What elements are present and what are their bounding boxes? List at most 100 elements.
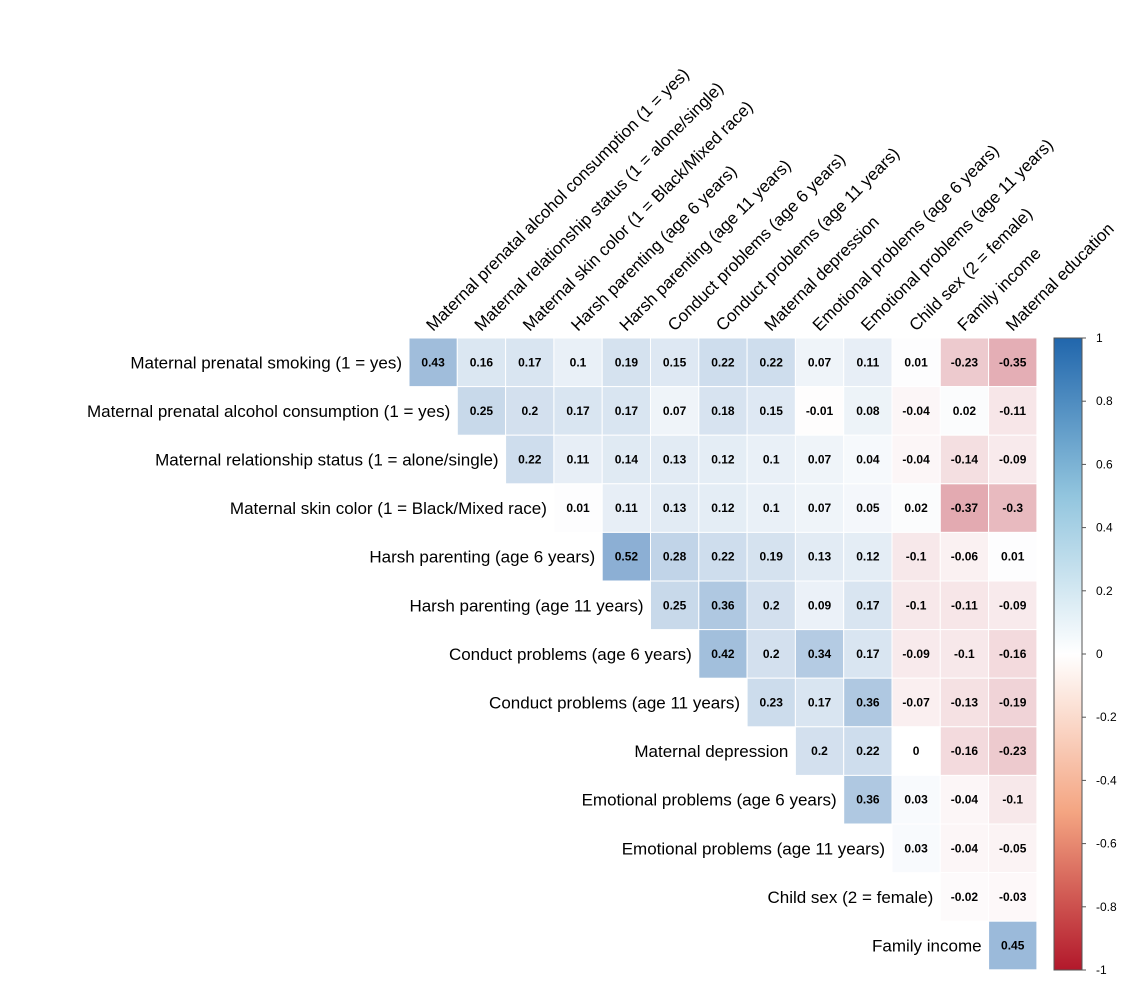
heatmap-cell xyxy=(698,580,748,631)
heatmap-cell xyxy=(650,531,700,582)
cell-value-label: -0.01 xyxy=(806,404,834,418)
cell-value-label: 0.34 xyxy=(808,647,832,661)
heatmap-cell xyxy=(988,872,1038,922)
column-label: Conduct problems (age 6 years) xyxy=(664,150,849,335)
row-label: Emotional problems (age 11 years) xyxy=(622,839,885,858)
cell-value-label: 0 xyxy=(913,744,920,758)
heatmap-cell xyxy=(408,337,458,388)
cell-value-label: -0.11 xyxy=(999,404,1026,418)
legend-tick-label: -1 xyxy=(1096,963,1107,977)
cell-value-label: 0.01 xyxy=(1001,550,1025,564)
row-label: Family income xyxy=(872,937,982,956)
cell-value-label: -0.04 xyxy=(951,841,979,855)
legend-tick-label: -0.4 xyxy=(1096,773,1117,787)
row-label: Maternal skin color (1 = Black/Mixed rac… xyxy=(230,499,547,518)
cell-value-label: 0.2 xyxy=(811,744,828,758)
heatmap-cell xyxy=(746,677,796,728)
cell-value-label: -0.1 xyxy=(954,647,975,661)
cell-value-label: 0.2 xyxy=(763,598,780,612)
cell-value-label: 0.25 xyxy=(663,598,687,612)
legend-tick-label: 1 xyxy=(1096,331,1103,345)
heatmap-cell xyxy=(794,677,845,728)
cell-value-label: 0.02 xyxy=(904,501,928,515)
cell-value-label: 0.42 xyxy=(711,647,735,661)
heatmap-cell xyxy=(456,386,507,436)
cell-value-label: 0.09 xyxy=(808,598,832,612)
cell-value-label: 0.22 xyxy=(711,550,735,564)
legend-tick-label: 0 xyxy=(1096,647,1103,661)
cell-value-label: -0.05 xyxy=(999,841,1027,855)
heatmap-cell xyxy=(698,386,748,436)
cell-value-label: -0.02 xyxy=(951,890,979,904)
cell-value-label: -0.19 xyxy=(999,696,1027,710)
heatmap-cell xyxy=(601,434,652,485)
cell-value-label: -0.07 xyxy=(902,696,930,710)
cell-value-label: 0.1 xyxy=(763,453,780,467)
cell-value-label: -0.09 xyxy=(902,647,930,661)
heatmap-cell xyxy=(601,531,652,582)
cell-value-label: -0.23 xyxy=(951,355,979,369)
cell-value-label: -0.04 xyxy=(902,453,930,467)
cell-value-label: -0.37 xyxy=(951,501,979,515)
heatmap-cell xyxy=(891,629,941,679)
cell-value-label: 0.17 xyxy=(808,696,832,710)
cell-value-label: 0.43 xyxy=(421,355,445,369)
column-labels: Maternal prenatal alcohol consumption (1… xyxy=(422,64,1117,334)
heatmap-cell xyxy=(988,580,1038,631)
cell-value-label: 0.14 xyxy=(615,453,639,467)
cell-value-label: -0.3 xyxy=(1002,501,1023,515)
cell-value-label: 0.2 xyxy=(763,647,780,661)
cell-value-label: 0.18 xyxy=(711,404,735,418)
heatmap-cell xyxy=(939,434,990,485)
cell-value-label: 0.01 xyxy=(904,355,928,369)
heatmap-cell xyxy=(891,677,941,728)
cell-value-label: 0.11 xyxy=(615,501,638,515)
cell-value-label: 0.17 xyxy=(518,355,542,369)
cell-value-label: -0.35 xyxy=(999,355,1027,369)
heatmap-cell xyxy=(650,580,700,631)
cell-value-label: 0.03 xyxy=(904,793,928,807)
cell-value-label: -0.23 xyxy=(999,744,1027,758)
cell-value-label: 0.52 xyxy=(615,550,639,564)
heatmap-cell xyxy=(601,337,652,388)
heatmap-cell xyxy=(988,386,1038,436)
cell-value-label: 0.04 xyxy=(856,453,880,467)
heatmap-cell xyxy=(698,337,748,388)
heatmap-cell xyxy=(988,629,1038,679)
heatmap-cell xyxy=(746,580,796,631)
cell-value-label: 0.11 xyxy=(567,453,590,467)
row-label: Maternal prenatal smoking (1 = yes) xyxy=(130,353,402,372)
cell-value-label: 0.36 xyxy=(856,696,880,710)
cell-value-label: 0.07 xyxy=(808,453,832,467)
heatmap-cell xyxy=(746,483,796,533)
heatmap-cell xyxy=(698,483,748,533)
legend-tick-label: 0.8 xyxy=(1096,394,1113,408)
legend-tick-label: 0.2 xyxy=(1096,584,1113,598)
cell-value-label: 0.22 xyxy=(760,355,784,369)
heatmap-cell xyxy=(794,483,845,533)
cell-value-label: 0.13 xyxy=(663,501,687,515)
legend-gradient-bar xyxy=(1053,337,1083,971)
heatmap-cell xyxy=(505,434,555,485)
row-labels: Maternal prenatal smoking (1 = yes) Mater… xyxy=(87,353,982,955)
heatmap-cell xyxy=(794,726,845,776)
legend-tick-label: -0.8 xyxy=(1096,900,1117,914)
heatmap-cells: 0.43 0.16 0.17 0.1 0.19 0.15 0.22 0.22 0.07 0.11 0… xyxy=(408,337,1038,971)
heatmap-cell xyxy=(601,386,652,436)
heatmap-cell xyxy=(553,434,603,485)
heatmap-cell xyxy=(939,677,990,728)
cell-value-label: 0.07 xyxy=(808,501,832,515)
cell-value-label: -0.16 xyxy=(951,744,979,758)
cell-value-label: 0.22 xyxy=(711,355,735,369)
heatmap-cell xyxy=(650,434,700,485)
cell-value-label: 0.12 xyxy=(711,501,735,515)
cell-value-label: 0.2 xyxy=(521,404,538,418)
cell-value-label: -0.09 xyxy=(999,598,1027,612)
cell-value-label: -0.1 xyxy=(906,598,927,612)
cell-value-label: -0.13 xyxy=(951,696,979,710)
heatmap-cell xyxy=(746,386,796,436)
heatmap-cell xyxy=(843,726,893,776)
row-label: Emotional problems (age 6 years) xyxy=(582,791,837,810)
cell-value-label: 0.01 xyxy=(566,501,590,515)
heatmap-cell xyxy=(698,629,748,679)
